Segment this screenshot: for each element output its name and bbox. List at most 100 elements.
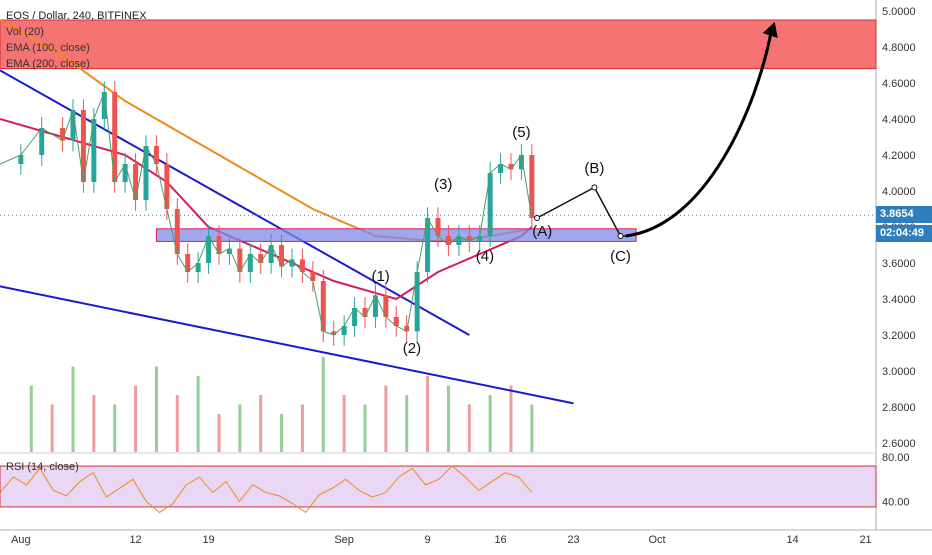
y-tick-label: 2.6000 xyxy=(882,438,916,450)
wave-label: (C) xyxy=(610,248,631,265)
projection-point xyxy=(617,233,624,239)
candle-body xyxy=(477,236,483,242)
rsi-line xyxy=(0,465,533,514)
volume-bar xyxy=(342,395,346,452)
candle-body xyxy=(518,155,524,170)
y-tick-label: 4.8000 xyxy=(882,42,916,54)
countdown-label: 02:04:49 xyxy=(876,225,932,242)
wave-label: (3) xyxy=(434,176,452,193)
volume-bar xyxy=(217,414,221,452)
y-tick-label: 3.0000 xyxy=(882,366,916,378)
volume-bar xyxy=(300,404,304,452)
volume-bar xyxy=(405,395,409,452)
wave-label: (1) xyxy=(371,268,389,285)
support-zone xyxy=(155,228,637,242)
volume-bar xyxy=(426,376,430,452)
price-axis-area xyxy=(876,0,932,550)
candle-body xyxy=(268,245,274,263)
volume-bar xyxy=(134,385,138,452)
candle-body xyxy=(383,295,389,317)
x-tick-label: 9 xyxy=(425,534,431,546)
wave-label: (A) xyxy=(532,223,552,240)
forecast-arrowhead xyxy=(762,22,778,38)
x-tick-label: 14 xyxy=(786,534,798,546)
candle-body xyxy=(70,110,76,141)
candle-body xyxy=(352,308,358,326)
x-tick-label: 23 xyxy=(567,534,579,546)
candle-body xyxy=(445,236,451,245)
candle-body xyxy=(279,245,285,267)
candle-body xyxy=(289,259,295,267)
volume-bar xyxy=(175,395,179,452)
candle-body xyxy=(237,248,243,272)
ema100-line xyxy=(0,118,533,301)
y-tick-label: 3.2000 xyxy=(882,330,916,342)
candle-body xyxy=(466,236,472,242)
x-tick-label: 19 xyxy=(202,534,214,546)
candle-body xyxy=(508,164,514,170)
volume-bar xyxy=(113,404,117,452)
indicator-volume: Vol (20) xyxy=(6,26,44,38)
x-tick-label: 16 xyxy=(494,534,506,546)
wave-label: (2) xyxy=(403,340,421,357)
price-line xyxy=(0,91,533,336)
volume-bar xyxy=(71,366,75,452)
candle-body xyxy=(341,326,347,335)
x-tick-label: Aug xyxy=(11,534,31,546)
chart-title: EOS / Dollar, 240, BITFINEX xyxy=(6,10,147,22)
candle-body xyxy=(122,164,128,182)
y-tick-label: 2.8000 xyxy=(882,402,916,414)
volume-bar xyxy=(280,414,284,452)
trendline xyxy=(0,69,470,336)
candle-body xyxy=(143,146,149,200)
candle-body xyxy=(91,119,97,182)
candle-body xyxy=(226,248,232,254)
candle-body xyxy=(101,92,107,119)
candle-body xyxy=(258,254,264,263)
candle-body xyxy=(60,128,66,141)
x-tick-label: 21 xyxy=(859,534,871,546)
volume-bar xyxy=(92,395,96,452)
y-tick-label: 3.4000 xyxy=(882,294,916,306)
projection-point xyxy=(591,184,598,191)
candle-body xyxy=(247,254,253,272)
legend: EOS / Dollar, 240, BITFINEX Vol (20) EMA… xyxy=(6,8,147,72)
candle-body xyxy=(425,218,431,272)
y-tick-label: 3.6000 xyxy=(882,258,916,270)
indicator-ema200: EMA (200, close) xyxy=(6,58,90,70)
candle-body xyxy=(206,236,212,263)
x-tick-label: 12 xyxy=(129,534,141,546)
y-tick-label: 4.2000 xyxy=(882,150,916,162)
candle-body xyxy=(331,331,337,335)
candle-body xyxy=(310,272,316,281)
forecast-arrow xyxy=(625,28,774,238)
candle-body xyxy=(320,281,326,332)
volume-bar xyxy=(238,404,242,452)
candle-body xyxy=(18,155,24,164)
volume-bar xyxy=(363,404,367,452)
y-tick-label: 4.6000 xyxy=(882,78,916,90)
candle-body xyxy=(174,209,180,254)
candle-body xyxy=(185,254,191,272)
candle-body xyxy=(112,92,118,182)
candle-body xyxy=(498,164,504,173)
volume-bar xyxy=(530,404,534,452)
volume-bar xyxy=(446,385,450,452)
candle-body xyxy=(456,236,462,245)
rsi-y-tick-label: 40.00 xyxy=(882,496,910,508)
candle-body xyxy=(195,263,201,272)
candle-body xyxy=(487,173,493,236)
last-price-label: 3.8654 xyxy=(876,206,932,223)
wave-label: (B) xyxy=(584,160,604,177)
volume-bar xyxy=(154,366,158,452)
volume-bar xyxy=(50,404,54,452)
rsi-band xyxy=(0,465,877,508)
candle-body xyxy=(529,155,535,218)
y-tick-label: 4.0000 xyxy=(882,186,916,198)
candle-body xyxy=(216,236,222,254)
candle-body xyxy=(393,317,399,326)
y-tick-label: 4.4000 xyxy=(882,114,916,126)
volume-bar xyxy=(384,385,388,452)
